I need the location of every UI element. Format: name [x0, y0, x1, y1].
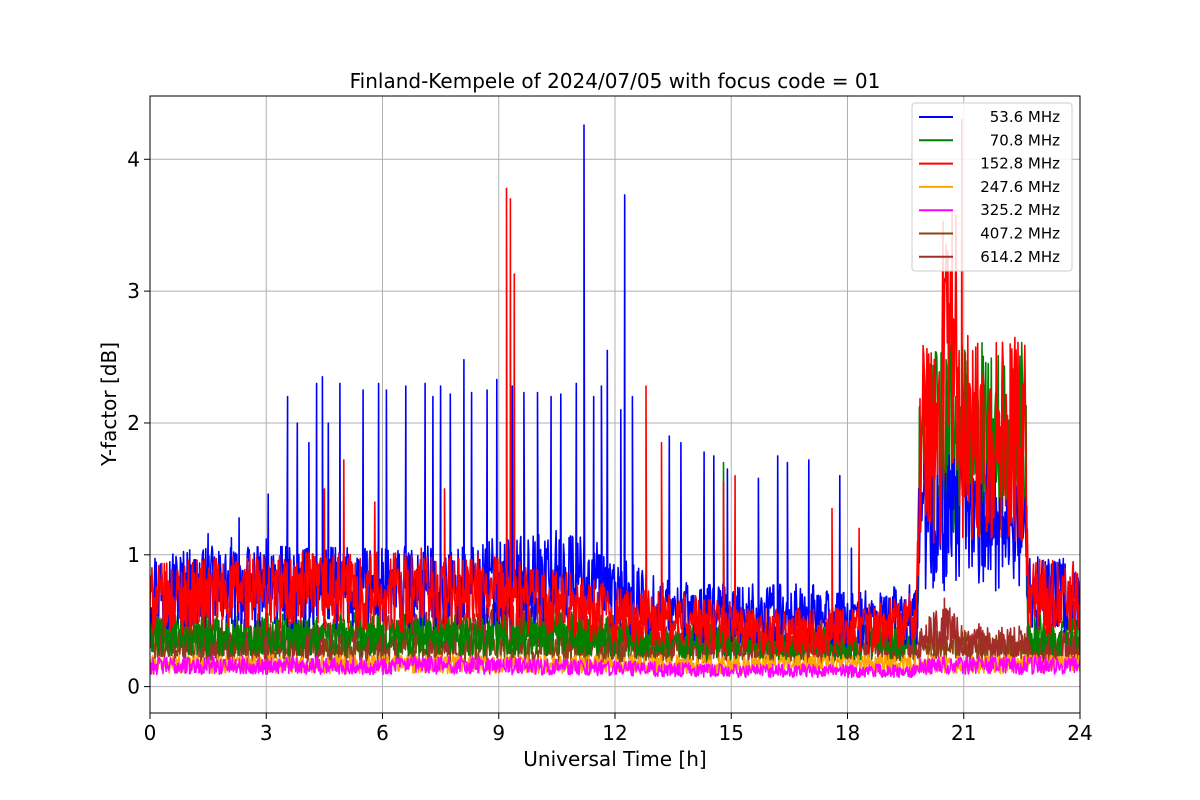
x-tick-label: 15	[719, 721, 744, 745]
y-tick-label: 3	[127, 279, 140, 303]
x-tick-label: 24	[1067, 721, 1092, 745]
x-tick-label: 12	[602, 721, 627, 745]
series-layer	[150, 118, 1080, 679]
x-tick-label: 0	[144, 721, 157, 745]
series-line	[150, 124, 1080, 649]
chart-title: Finland-Kempele of 2024/07/05 with focus…	[350, 69, 881, 93]
series-line	[150, 655, 1080, 679]
y-tick-label: 0	[127, 675, 140, 699]
legend-box	[911, 102, 1073, 272]
y-axis-title: Y-factor [dB]	[97, 342, 121, 467]
x-tick-label: 3	[260, 721, 273, 745]
legend-label: 247.6 MHz	[980, 178, 1060, 196]
series-line	[150, 118, 1080, 656]
legend-label: 614.2 MHz	[980, 248, 1060, 266]
y-tick-label: 4	[127, 147, 140, 171]
legend-label: 152.8 MHz	[980, 155, 1060, 173]
legend-label: 407.2 MHz	[980, 225, 1060, 243]
x-tick-label: 6	[376, 721, 389, 745]
x-tick-label: 9	[492, 721, 505, 745]
legend-label: 70.8 MHz	[990, 131, 1060, 149]
legend-label: 325.2 MHz	[980, 201, 1060, 219]
x-tick-label: 18	[835, 721, 860, 745]
y-tick-label: 2	[127, 411, 140, 435]
legend-label: 53.6 MHz	[990, 108, 1060, 126]
y-tick-label: 1	[127, 543, 140, 567]
x-axis-title: Universal Time [h]	[523, 747, 706, 771]
legend: 53.6 MHz 70.8 MHz 152.8 MHz 247.6 MHz 325.2 …	[911, 102, 1073, 272]
x-tick-label: 21	[951, 721, 976, 745]
